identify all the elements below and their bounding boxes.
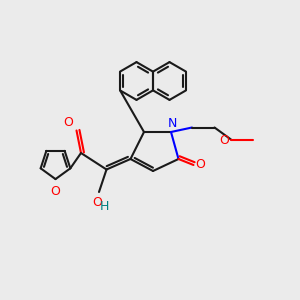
Text: O: O	[195, 158, 205, 172]
Text: O: O	[51, 184, 60, 197]
Text: O: O	[93, 196, 102, 208]
Text: O: O	[63, 116, 73, 129]
Text: H: H	[100, 200, 109, 213]
Text: N: N	[167, 117, 177, 130]
Text: O: O	[220, 134, 230, 147]
